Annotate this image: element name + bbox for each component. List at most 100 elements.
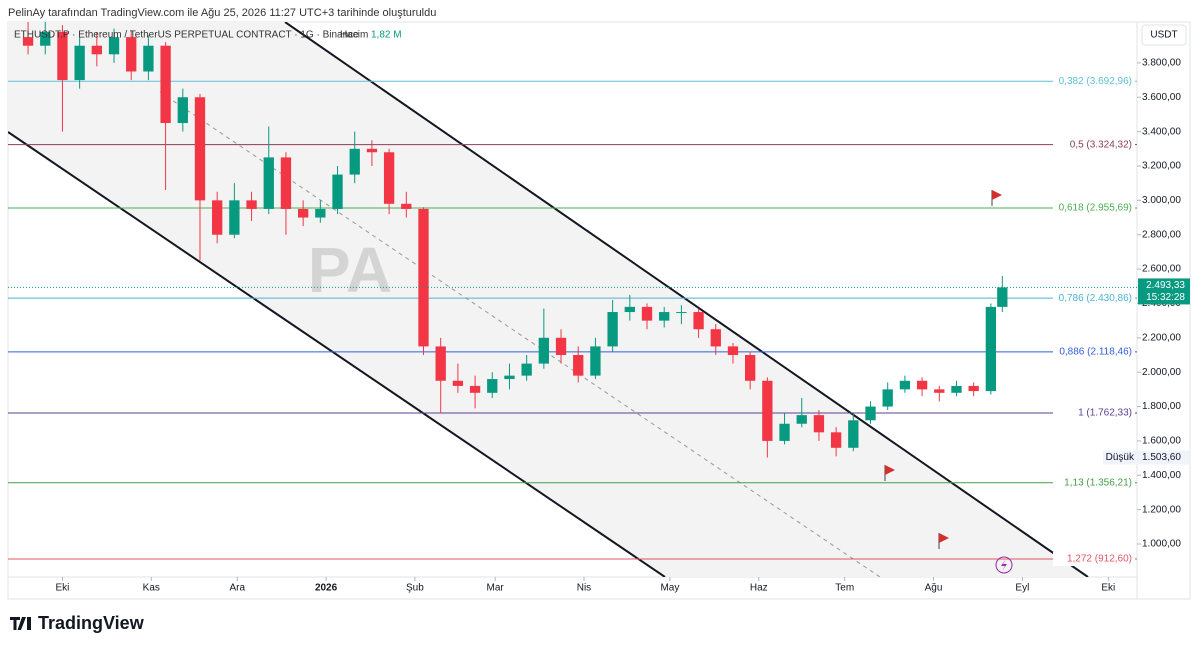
candle-body [280, 157, 292, 209]
x-tick-label: 2026 [315, 583, 338, 594]
x-tick-label: Eki [55, 583, 69, 594]
credit: PelinAy tarafından TradingView.com ile A… [8, 7, 436, 19]
candle-body [951, 385, 962, 393]
y-tick-label: 3.200,00 [1142, 161, 1181, 172]
candle-body [263, 157, 274, 209]
candle-body [212, 200, 223, 235]
fib-label-bg [1053, 137, 1135, 152]
candle-body [899, 380, 911, 390]
y-tick-label: 2.000,00 [1142, 367, 1181, 378]
x-tick-label: Eyl [1015, 583, 1029, 594]
candle-body [641, 306, 653, 321]
volume: 1,82 M [371, 30, 402, 41]
candle-body [194, 97, 206, 201]
alert-bolt [1001, 559, 1007, 571]
frame [7, 21, 1191, 600]
y-tick-label: 1.400,00 [1142, 470, 1181, 481]
y-tick-label: 3.000,00 [1142, 195, 1181, 206]
candle-body [882, 389, 893, 407]
candle-body [573, 355, 584, 376]
y-tick-label: 3.600,00 [1142, 92, 1181, 103]
candle-body [418, 208, 429, 347]
x-tick-label: Eki [1101, 583, 1115, 594]
candle-body [332, 174, 343, 209]
candle-body [590, 346, 601, 376]
low-text: Düşük [1106, 452, 1135, 463]
candle-body [676, 312, 687, 314]
fib-label: 0,786 (2.430,86) [1059, 293, 1132, 304]
plot: 0,382 (3.692,96) 0,5 (3.324,32) 0,618 (2.9… [8, 22, 1137, 567]
alert-icon[interactable] [995, 556, 1013, 574]
candle-body [469, 385, 481, 393]
flag [939, 533, 949, 543]
fib-label: 0,618 (2.955,69) [1059, 203, 1132, 214]
y-tick-label: 1.000,00 [1142, 539, 1181, 550]
candle-body [779, 423, 790, 441]
candle-body [315, 208, 326, 218]
candle-body [796, 415, 807, 424]
candle-body [693, 312, 704, 330]
channel-upper [284, 22, 1089, 577]
channel-fill [8, 22, 1088, 577]
candle-body [710, 329, 721, 347]
fib-label: 1 (1.762,33) [1078, 408, 1132, 419]
candle-body [40, 31, 51, 46]
low-price: 1.503,60 [1142, 452, 1181, 463]
fib-label-bg [1053, 291, 1135, 306]
x-tick-label: Kas [143, 583, 160, 594]
candle-body [297, 208, 309, 218]
candle-body [813, 415, 825, 433]
x-tick-label: Nis [577, 583, 591, 594]
x-tick-label: Ara [229, 583, 245, 594]
currency-box[interactable] [1141, 24, 1187, 46]
candle-body [452, 380, 464, 386]
fib-label-bg [1053, 344, 1135, 359]
currency: USDT [1150, 30, 1177, 41]
candle-body [538, 337, 550, 364]
fib-label-bg [1053, 475, 1135, 490]
candle-body [865, 406, 876, 421]
fib-label-bg [1053, 200, 1135, 215]
volume-label: Hacim [340, 30, 368, 41]
candle-body [487, 379, 498, 393]
candle-body [555, 337, 567, 355]
fib-label: 0,886 (2.118,46) [1059, 346, 1132, 357]
candle-body [91, 45, 102, 55]
candle-body [985, 306, 997, 392]
y-tick-label: 1.600,00 [1142, 436, 1181, 447]
watermark: PA [308, 234, 392, 306]
countdown: 15:32:28 [1146, 292, 1185, 303]
last-price: 2.493,33 [1146, 280, 1185, 291]
y-tick-label: 3.800,00 [1142, 58, 1181, 69]
fib-label-bg [1053, 406, 1135, 421]
symbol: ETHUSDT.P · Ethereum / TetherUS PERPETUA… [14, 30, 359, 41]
candle-body [143, 45, 154, 72]
flag [885, 465, 895, 475]
fib-label-bg [1053, 552, 1135, 567]
flag [992, 190, 1002, 200]
candle-body [934, 389, 945, 393]
candle-body [74, 45, 85, 81]
fib-label-bg [1053, 74, 1135, 89]
candle-body [349, 148, 360, 175]
candle-body [160, 45, 171, 124]
logo-mark [10, 617, 31, 630]
candle-body [916, 380, 928, 390]
low-tag [1103, 450, 1189, 465]
x-tick-label: May [660, 583, 679, 594]
candle-body [229, 200, 240, 235]
candle-body [126, 37, 137, 72]
candle-body [607, 312, 618, 347]
candle-body [504, 375, 515, 380]
candle-body [57, 31, 68, 81]
candle-body [762, 380, 773, 441]
candle-body [624, 306, 635, 313]
y-tick-label: 2.200,00 [1142, 332, 1181, 343]
y-tick-label: 2.800,00 [1142, 229, 1181, 240]
candle-body [246, 200, 257, 209]
candle-body [659, 312, 670, 321]
channel-lower [8, 131, 666, 577]
y-tick-label: 1.800,00 [1142, 401, 1181, 412]
fib-label: 0,382 (3.692,96) [1059, 76, 1132, 87]
